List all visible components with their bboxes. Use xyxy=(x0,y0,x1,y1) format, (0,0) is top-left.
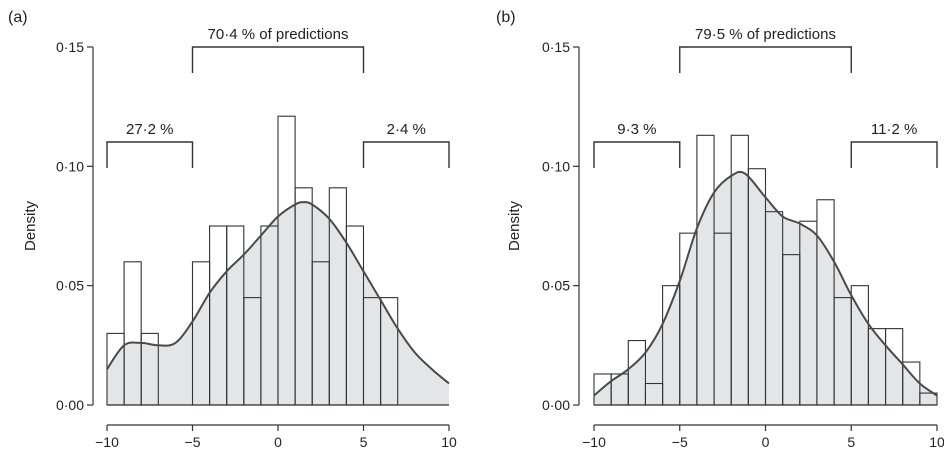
panel-label: (b) xyxy=(496,9,516,26)
panel-label: (a) xyxy=(8,9,28,26)
x-tick-label: 5 xyxy=(360,434,368,450)
range-bracket xyxy=(106,141,194,168)
y-tick-label: 0·05 xyxy=(542,278,570,294)
range-bracket xyxy=(850,141,938,168)
x-tick-label: 5 xyxy=(847,434,855,450)
range-bracket xyxy=(191,46,365,73)
density-curve xyxy=(593,170,938,397)
range-bracket-label: 2·4 % xyxy=(387,121,426,138)
range-bracket xyxy=(679,46,852,73)
range-bracket-label: 9·3 % xyxy=(617,121,656,138)
chart-panel-1: 0·00 0·05 0·10 0·15 −10 −5 0 5 10 Density (a) 27·2 … xyxy=(8,9,457,450)
x-tick-label: −10 xyxy=(582,434,606,450)
y-tick-label: 0·00 xyxy=(56,397,84,413)
x-tick-label: 0 xyxy=(762,434,770,450)
y-tick-label: 0·05 xyxy=(56,278,84,294)
y-tick-label: 0·10 xyxy=(56,158,84,174)
density-curve xyxy=(106,201,450,385)
x-tick-label: −10 xyxy=(95,434,119,450)
y-tick-label: 0·10 xyxy=(542,158,570,174)
range-bracket-label: 11·2 % xyxy=(871,121,917,138)
range-bracket-label: 79·5 % of predictions xyxy=(695,26,836,43)
y-axis-label: Density xyxy=(506,200,523,251)
range-bracket xyxy=(362,141,450,168)
x-tick-label: −5 xyxy=(672,434,688,450)
chart-panel-2: 0·00 0·05 0·10 0·15 −10 −5 0 5 10 Density (b) 9·3 %… xyxy=(496,9,944,450)
range-bracket xyxy=(593,141,681,168)
y-tick-label: 0·15 xyxy=(542,39,570,55)
y-axis-label: Density xyxy=(22,200,39,251)
x-tick-label: 0 xyxy=(274,434,282,450)
y-tick-label: 0·00 xyxy=(542,397,570,413)
x-tick-label: 10 xyxy=(441,434,457,450)
y-tick-label: 0·15 xyxy=(56,39,84,55)
range-bracket-label: 27·2 % xyxy=(126,121,174,138)
x-tick-label: 10 xyxy=(929,434,944,450)
range-bracket-label: 70·4 % of predictions xyxy=(208,26,349,43)
x-tick-label: −5 xyxy=(185,434,201,450)
